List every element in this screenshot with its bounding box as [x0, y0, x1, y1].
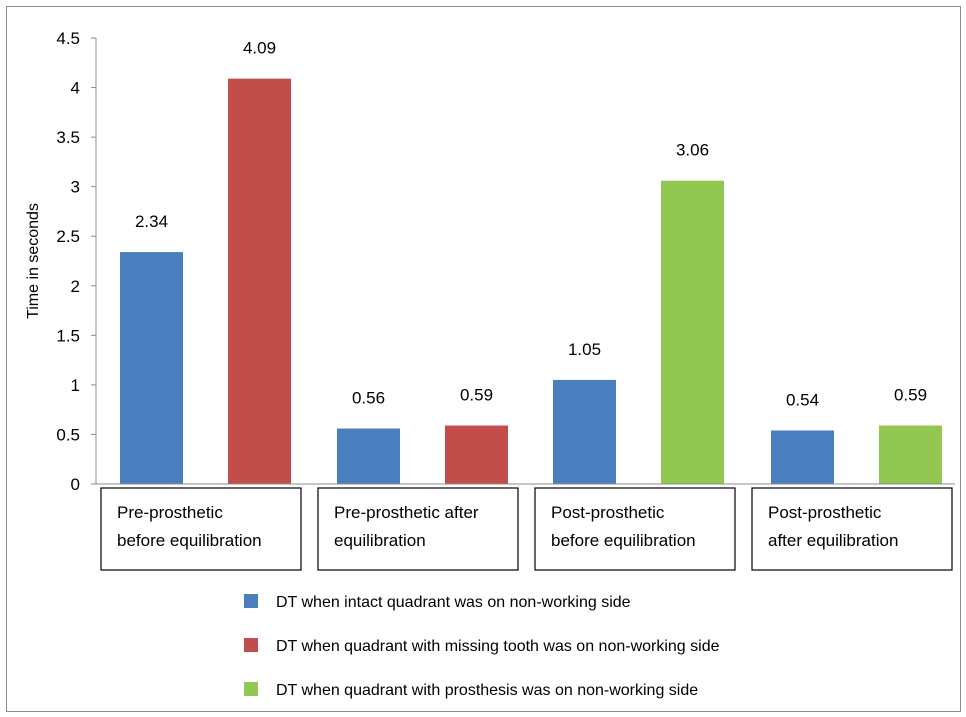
data-label: 0.59 [460, 386, 493, 405]
category-label-box [534, 487, 736, 571]
bar [337, 428, 400, 484]
data-label: 4.09 [243, 39, 276, 58]
legend-label: DT when quadrant with prosthesis was on … [276, 682, 698, 699]
data-label: 1.05 [568, 340, 601, 359]
y-tick-label: 2.5 [56, 227, 80, 246]
y-tick-label: 1.5 [56, 326, 80, 345]
data-label: 0.59 [894, 386, 927, 405]
category-label: Post-prosthetic [768, 503, 882, 522]
legend-label: DT when quadrant with missing tooth was … [276, 638, 720, 655]
legend-label: DT when intact quadrant was on non-worki… [276, 594, 631, 611]
y-tick-label: 1 [71, 376, 80, 395]
y-tick-label: 4 [71, 79, 80, 98]
category-label-box [751, 487, 953, 571]
bar [879, 425, 942, 484]
y-tick-label: 2 [71, 277, 80, 296]
y-tick-label: 3.5 [56, 128, 80, 147]
y-tick-label: 0.5 [56, 425, 80, 444]
bar [661, 180, 724, 484]
y-tick-label: 4.5 [56, 29, 80, 48]
bar [553, 379, 616, 484]
y-axis-title: Time in seconds [25, 203, 42, 319]
category-label: after equilibration [768, 531, 898, 550]
category-label: before equilibration [551, 531, 696, 550]
category-label: Pre-prosthetic [117, 503, 223, 522]
bar [120, 252, 183, 484]
y-tick-label: 3 [71, 178, 80, 197]
legend-swatch [244, 594, 258, 608]
category-label: Post-prosthetic [551, 503, 665, 522]
category-label: equilibration [334, 531, 426, 550]
category-label-box [317, 487, 519, 571]
legend-swatch [244, 682, 258, 696]
legend-swatch [244, 638, 258, 652]
data-label: 0.56 [352, 388, 385, 407]
data-label: 0.54 [786, 390, 819, 409]
category-label: Pre-prosthetic after [334, 503, 479, 522]
y-tick-label: 0 [71, 475, 80, 494]
data-label: 3.06 [676, 141, 709, 160]
data-label: 2.34 [135, 212, 168, 231]
category-label: before equilibration [117, 531, 262, 550]
bar [228, 78, 291, 484]
bar [445, 425, 508, 484]
category-label-box [100, 487, 302, 571]
bar [771, 430, 834, 484]
